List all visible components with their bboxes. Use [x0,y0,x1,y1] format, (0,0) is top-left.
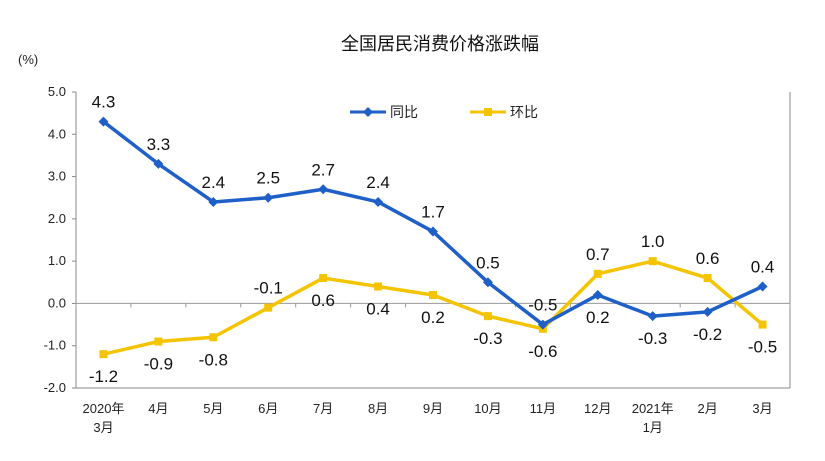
data-point [429,290,437,299]
data-label: 0.4 [751,258,775,277]
data-label: -0.8 [199,350,228,369]
chart-title: 全国居民消费价格涨跌幅 [341,34,539,55]
data-point [153,158,164,169]
data-point [593,269,602,278]
legend-label: 环比 [510,105,538,121]
data-point [428,226,438,237]
legend-label: 同比 [390,105,418,121]
data-label: 0.6 [696,249,720,268]
data-label: 2.4 [366,173,390,192]
data-label: -1.2 [89,367,118,386]
data-point [318,184,329,195]
data-label: 0.4 [366,300,390,319]
data-label: 0.7 [586,245,610,264]
data-point [154,337,163,346]
data-label: -0.5 [528,296,557,315]
data-point [592,289,603,300]
data-point [758,320,767,329]
data-label: 2.5 [256,169,280,188]
data-label: -0.1 [254,279,283,298]
data-point [373,196,384,207]
data-point [98,116,109,127]
data-point [757,281,768,292]
data-point [537,319,548,330]
x-tick-label: 3月 [93,420,113,435]
data-label: -0.6 [528,342,557,361]
data-label: -0.2 [693,325,722,344]
x-tick-label: 5月 [203,401,223,416]
data-point [264,303,273,312]
data-point [374,282,383,291]
x-tick-label: 2020年 [83,401,125,416]
x-tick-label: 6月 [258,401,278,416]
x-tick-label: 9月 [423,401,443,416]
data-point [647,311,658,322]
data-label: 1.0 [641,232,665,251]
data-label: -0.5 [748,338,777,357]
data-label: -0.9 [144,354,173,373]
data-point [703,274,712,283]
data-label: 1.7 [421,203,445,222]
y-tick-label: 2.0 [48,211,66,226]
legend-marker [484,108,492,116]
x-tick-label: 2021年 [632,401,674,416]
data-label: 3.3 [147,135,171,154]
data-labels-layer: 4.3 3.3 2.4 2.5 2.7 2.4 1.7 0.5 -0.5 0.2 -0.3 -0.2 0… [89,93,777,387]
data-point [319,274,328,283]
y-tick-label: 5.0 [48,84,66,99]
data-point [209,333,218,342]
y-tick-label: 4.0 [48,126,66,141]
y-tick-label: -1.0 [44,338,66,353]
data-point [483,312,492,321]
y-tick-label: 1.0 [48,253,66,268]
x-tick-label: 2月 [697,401,717,416]
x-tick-label: 10月 [474,401,501,416]
data-point [482,277,493,288]
data-point [648,257,657,266]
data-label: 2.4 [201,173,225,192]
legend-marker [363,107,373,117]
data-label: -0.3 [473,329,502,348]
data-label: -0.3 [638,329,667,348]
x-tick-label: 7月 [313,401,333,416]
x-tick-label: 3月 [752,401,772,416]
y-axis-unit-label: (%) [18,52,38,67]
x-tick-label: 12月 [584,401,611,416]
data-label: 0.2 [421,308,445,327]
x-tick-label: 8月 [368,401,388,416]
data-label: 0.5 [476,253,500,272]
data-label: 2.7 [311,160,335,179]
y-tick-label: 0.0 [48,295,66,310]
data-point [702,306,713,317]
data-point [208,196,219,207]
data-point [99,350,108,359]
x-tick-label: 4月 [148,401,168,416]
data-label: 0.2 [586,308,610,327]
data-point [263,192,274,203]
y-tick-label: -2.0 [44,380,66,395]
legend: 同比 环比 [350,105,538,121]
series-layer [98,116,768,359]
x-tick-label: 11月 [530,401,557,416]
x-tick-label: 1月 [643,420,663,435]
data-label: 4.3 [92,93,116,112]
axes: 5.0 4.0 3.0 2.0 1.0 0.0 -1.0 -2.0 2020年 3月 4月 5月 6月 7… [44,84,791,435]
data-label: 0.6 [311,291,335,310]
y-tick-label: 3.0 [48,169,66,184]
